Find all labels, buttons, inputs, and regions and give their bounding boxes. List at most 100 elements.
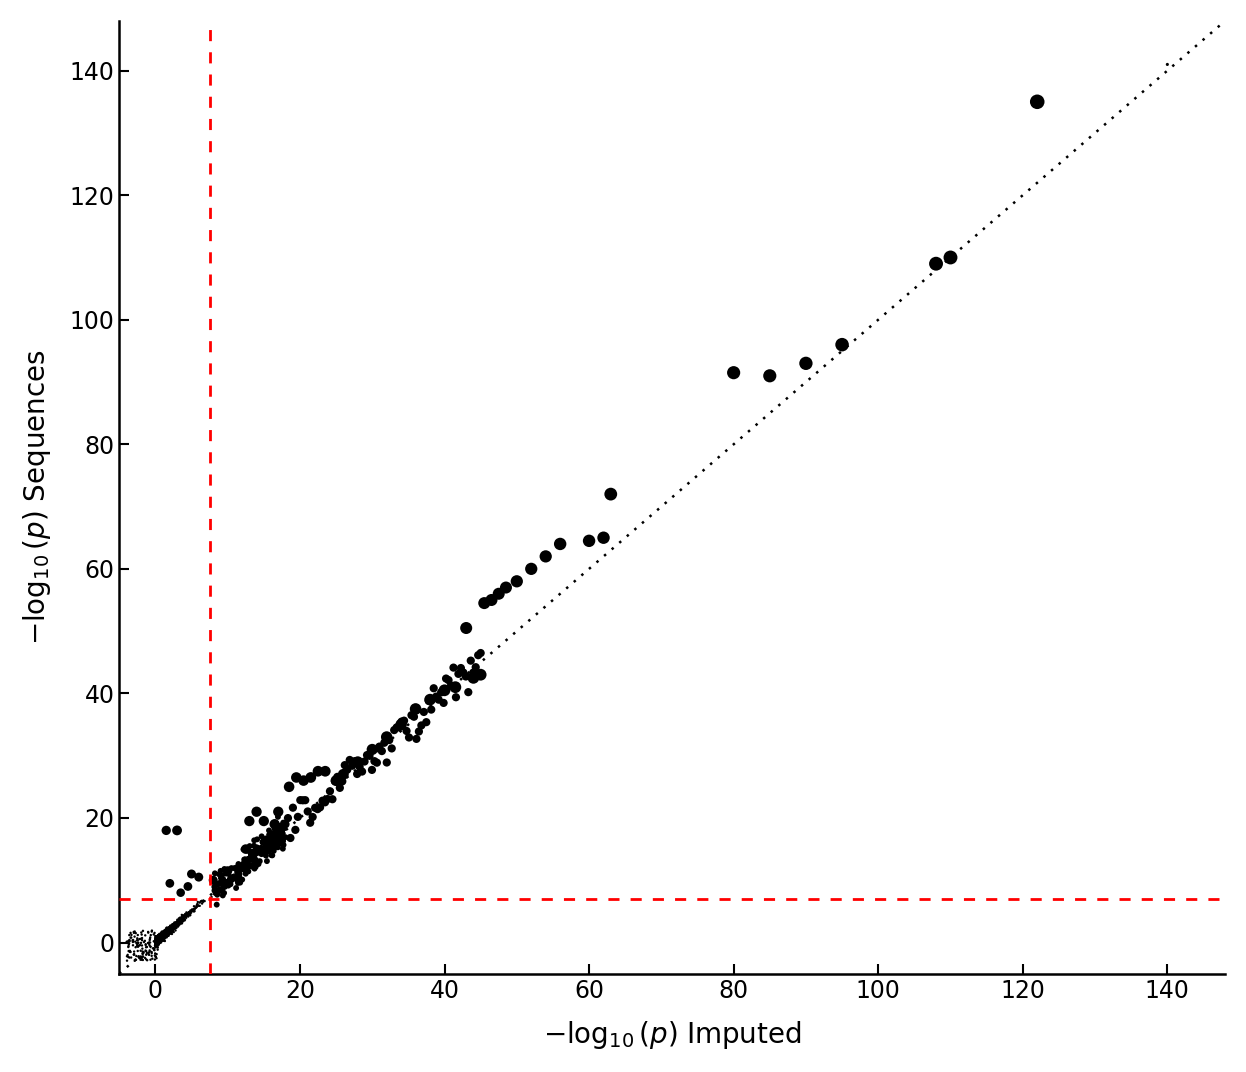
Point bbox=[164, 919, 184, 936]
Point bbox=[161, 922, 181, 939]
Point bbox=[264, 820, 284, 837]
Point bbox=[148, 929, 168, 947]
Point bbox=[206, 875, 226, 892]
Point bbox=[158, 921, 178, 938]
Point bbox=[151, 926, 171, 943]
Point bbox=[164, 918, 184, 935]
Point bbox=[146, 934, 166, 951]
Point bbox=[159, 921, 179, 938]
Point bbox=[263, 836, 283, 853]
Point bbox=[148, 928, 168, 946]
Point bbox=[162, 921, 182, 938]
Point bbox=[151, 928, 171, 946]
Point bbox=[132, 926, 152, 943]
Point bbox=[148, 932, 168, 949]
Point bbox=[262, 834, 282, 851]
Point bbox=[228, 872, 248, 889]
Point bbox=[162, 919, 182, 936]
Point bbox=[132, 940, 152, 957]
Point bbox=[153, 927, 173, 944]
Point bbox=[147, 932, 167, 949]
Point bbox=[178, 906, 198, 923]
Point bbox=[173, 912, 193, 929]
Point bbox=[245, 850, 265, 867]
Point bbox=[156, 922, 176, 939]
Point bbox=[148, 933, 168, 950]
Point bbox=[158, 924, 178, 941]
Point bbox=[255, 839, 275, 857]
Point bbox=[153, 925, 173, 942]
Point bbox=[153, 927, 173, 944]
Point bbox=[147, 932, 167, 949]
Point bbox=[155, 927, 174, 944]
Point bbox=[219, 872, 239, 889]
Point bbox=[168, 913, 188, 930]
Point bbox=[147, 935, 167, 952]
Point bbox=[156, 926, 176, 943]
Point bbox=[156, 920, 176, 937]
Point bbox=[148, 933, 168, 950]
Point bbox=[150, 928, 169, 946]
Point bbox=[147, 930, 167, 948]
Point bbox=[152, 933, 172, 950]
Point bbox=[176, 911, 196, 928]
Point bbox=[148, 936, 168, 953]
Point bbox=[151, 933, 171, 950]
Point bbox=[179, 904, 199, 921]
Point bbox=[178, 904, 198, 921]
Point bbox=[152, 928, 172, 946]
Point bbox=[203, 872, 223, 889]
Point bbox=[262, 824, 282, 842]
Point bbox=[132, 932, 152, 949]
Point bbox=[127, 935, 147, 952]
Point bbox=[396, 723, 416, 740]
Point bbox=[153, 928, 173, 946]
Point bbox=[152, 929, 172, 947]
Point bbox=[148, 926, 168, 943]
Point bbox=[213, 870, 233, 888]
Point bbox=[156, 927, 176, 944]
Point bbox=[155, 925, 174, 942]
Point bbox=[151, 933, 171, 950]
Point bbox=[161, 925, 181, 942]
Point bbox=[163, 918, 183, 935]
Point bbox=[158, 923, 178, 940]
Point bbox=[147, 934, 167, 951]
Point bbox=[147, 932, 167, 949]
Point bbox=[148, 929, 168, 947]
Point bbox=[148, 930, 168, 948]
Point bbox=[126, 939, 146, 956]
Point bbox=[178, 906, 198, 923]
Point bbox=[441, 676, 461, 694]
Point bbox=[178, 905, 198, 922]
Point bbox=[148, 933, 168, 950]
Point bbox=[156, 924, 176, 941]
Point bbox=[184, 897, 204, 914]
Point bbox=[150, 927, 169, 944]
Point bbox=[148, 929, 168, 947]
Point bbox=[162, 923, 182, 940]
Point bbox=[150, 933, 169, 950]
Point bbox=[148, 930, 168, 948]
Point bbox=[164, 918, 184, 935]
Point bbox=[151, 929, 171, 947]
Point bbox=[133, 948, 153, 965]
Point bbox=[147, 930, 167, 948]
Point bbox=[426, 688, 446, 705]
Point bbox=[167, 915, 187, 933]
Point bbox=[162, 917, 182, 934]
Point bbox=[146, 934, 166, 951]
Point bbox=[153, 926, 173, 943]
Point bbox=[156, 923, 176, 940]
Point bbox=[163, 917, 183, 934]
Point bbox=[147, 935, 167, 952]
Point bbox=[147, 929, 167, 947]
Point bbox=[188, 897, 208, 914]
Point bbox=[151, 929, 171, 947]
Point bbox=[156, 924, 176, 941]
Point bbox=[146, 935, 166, 952]
Point bbox=[147, 933, 167, 950]
Point bbox=[147, 932, 167, 949]
Point bbox=[159, 924, 179, 941]
Point bbox=[166, 918, 186, 935]
